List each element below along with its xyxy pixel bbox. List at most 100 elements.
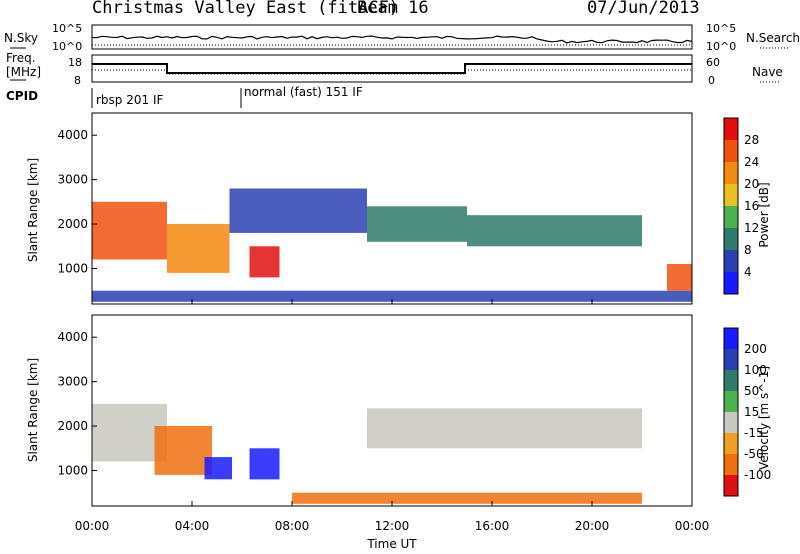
velocity-panel: Slant Range [km] 1000 2000 3000 4000 xyxy=(26,314,693,507)
colorbar-swatch xyxy=(724,206,738,228)
colorbar-tick-label: 16 xyxy=(744,199,759,213)
colorbar-swatch xyxy=(724,250,738,272)
y-tick-label: 3000 xyxy=(57,173,88,187)
velocity-y-label: Slant Range [km] xyxy=(26,358,40,462)
colorbar-tick-label: 200 xyxy=(744,342,767,356)
echo-region-2 xyxy=(154,426,212,475)
colorbar-tick-label: -100 xyxy=(744,468,771,482)
colorbar-swatch xyxy=(724,118,738,140)
colorbar-tick-label: 100 xyxy=(744,363,767,377)
colorbar-swatch xyxy=(724,162,738,184)
echo-region-8 xyxy=(667,264,692,291)
nsky-tick-top: 10^5 xyxy=(52,22,82,35)
x-tick-label: 20:00 xyxy=(575,519,610,533)
x-tick-label: 00:00 xyxy=(675,519,710,533)
power-colorbar: 4 8 12 16 20 24 28 xyxy=(723,117,759,295)
velocity-colorbar-label: Velocity [m s^-1] xyxy=(757,366,771,470)
colorbar-swatch xyxy=(724,228,738,250)
cpid-segment-1: rbsp 201 IF xyxy=(96,93,163,107)
echo-region-4 xyxy=(249,448,280,480)
echo-region-7 xyxy=(92,290,692,302)
velocity-colorbar: 200 100 50 15 -15 -50 -100 xyxy=(723,327,771,497)
nsearch-tick-top: 10^5 xyxy=(706,22,736,35)
velocity-echo-layer xyxy=(92,403,642,504)
nsearch-tick-bottom: 10^0 xyxy=(706,40,736,53)
colorbar-tick-label: 8 xyxy=(744,243,752,257)
colorbar-tick-label: 15 xyxy=(744,405,759,419)
freq-unit: [MHz] xyxy=(6,65,41,79)
colorbar-tick-label: 20 xyxy=(744,177,759,191)
colorbar-tick-label: 24 xyxy=(744,155,759,169)
colorbar-tick-label: 4 xyxy=(744,265,752,279)
power-panel: Slant Range [km] 1000 2000 3000 4000 xyxy=(26,112,693,305)
colorbar-swatch xyxy=(724,328,738,349)
cpid-panel: CPID rbsp 201 IF normal (fast) 151 IF xyxy=(6,85,363,108)
power-y-label: Slant Range [km] xyxy=(26,158,40,262)
y-tick-label: 1000 xyxy=(57,463,88,477)
y-tick-label: 1000 xyxy=(57,261,88,275)
freq-tick-top: 18 xyxy=(68,56,82,69)
colorbar-swatch xyxy=(724,391,738,412)
echo-region-3 xyxy=(249,246,280,278)
freq-series xyxy=(92,63,692,74)
y-tick-label: 2000 xyxy=(57,217,88,231)
date-label: 07/Jun/2013 xyxy=(587,0,700,18)
colorbar-swatch xyxy=(724,475,738,496)
echo-region-1 xyxy=(92,201,167,260)
echo-region-4 xyxy=(229,188,367,233)
colorbar-swatch xyxy=(724,433,738,454)
cpid-label: CPID xyxy=(6,89,38,103)
colorbar-tick-label: 28 xyxy=(744,133,759,147)
x-axis-ticks: 00:00 04:00 08:00 12:00 16:00 20:00 00:00 xyxy=(75,299,710,533)
colorbar-swatch xyxy=(724,370,738,391)
nave-series xyxy=(92,69,692,75)
nsky-panel: N.Sky 10^5 10^0 10^5 10^0 N.Search xyxy=(4,22,800,53)
echo-region-2 xyxy=(167,224,230,273)
colorbar-swatch xyxy=(724,412,738,433)
nsky-frame xyxy=(91,24,693,50)
freq-tick-bottom: 8 xyxy=(74,74,81,87)
freq-label: Freq. xyxy=(6,51,36,65)
colorbar-tick-label: -50 xyxy=(744,447,764,461)
nsky-series xyxy=(91,35,693,44)
colorbar-tick-label: 12 xyxy=(744,221,759,235)
x-axis-label: Time UT xyxy=(366,537,417,551)
x-tick-label: 04:00 xyxy=(175,519,210,533)
colorbar-tick-label: 50 xyxy=(744,384,759,398)
colorbar-swatch xyxy=(724,140,738,162)
plot-title: Christmas Valley East (fitACF) xyxy=(92,0,400,18)
x-tick-label: 12:00 xyxy=(375,519,410,533)
nsearch-label: N.Search xyxy=(746,31,800,45)
colorbar-tick-label: -15 xyxy=(744,426,764,440)
nave-tick-bottom: 0 xyxy=(708,74,715,87)
colorbar-swatch xyxy=(724,454,738,475)
echo-region-3 xyxy=(204,457,232,480)
x-tick-label: 16:00 xyxy=(475,519,510,533)
echo-region-6 xyxy=(467,215,642,247)
y-tick-label: 4000 xyxy=(57,330,88,344)
colorbar-swatch xyxy=(724,272,738,294)
nsky-tick-bottom: 10^0 xyxy=(52,40,82,53)
y-tick-label: 2000 xyxy=(57,419,88,433)
freq-frame xyxy=(91,54,693,83)
nave-tick-top: 60 xyxy=(706,56,720,69)
beam-label: Beam 16 xyxy=(357,0,429,18)
velocity-y-ticks: 1000 2000 3000 4000 xyxy=(57,330,97,477)
y-tick-label: 3000 xyxy=(57,375,88,389)
colorbar-swatch xyxy=(724,349,738,370)
power-y-ticks: 1000 2000 3000 4000 xyxy=(57,128,97,275)
nsky-label: N.Sky xyxy=(4,31,38,45)
power-colorbar-label: Power [dB] xyxy=(757,182,771,247)
nave-label: Nave xyxy=(752,65,783,79)
echo-region-5 xyxy=(367,206,467,242)
x-tick-label: 00:00 xyxy=(75,519,110,533)
colorbar-swatch xyxy=(724,184,738,206)
echo-region-5 xyxy=(367,408,642,449)
power-echo-layer xyxy=(92,188,692,302)
y-tick-label: 4000 xyxy=(57,128,88,142)
echo-region-6 xyxy=(292,492,642,504)
freq-panel: Freq. [MHz] 18 8 60 0 Nave xyxy=(6,51,783,87)
x-tick-label: 08:00 xyxy=(275,519,310,533)
cpid-segment-2: normal (fast) 151 IF xyxy=(244,85,363,99)
